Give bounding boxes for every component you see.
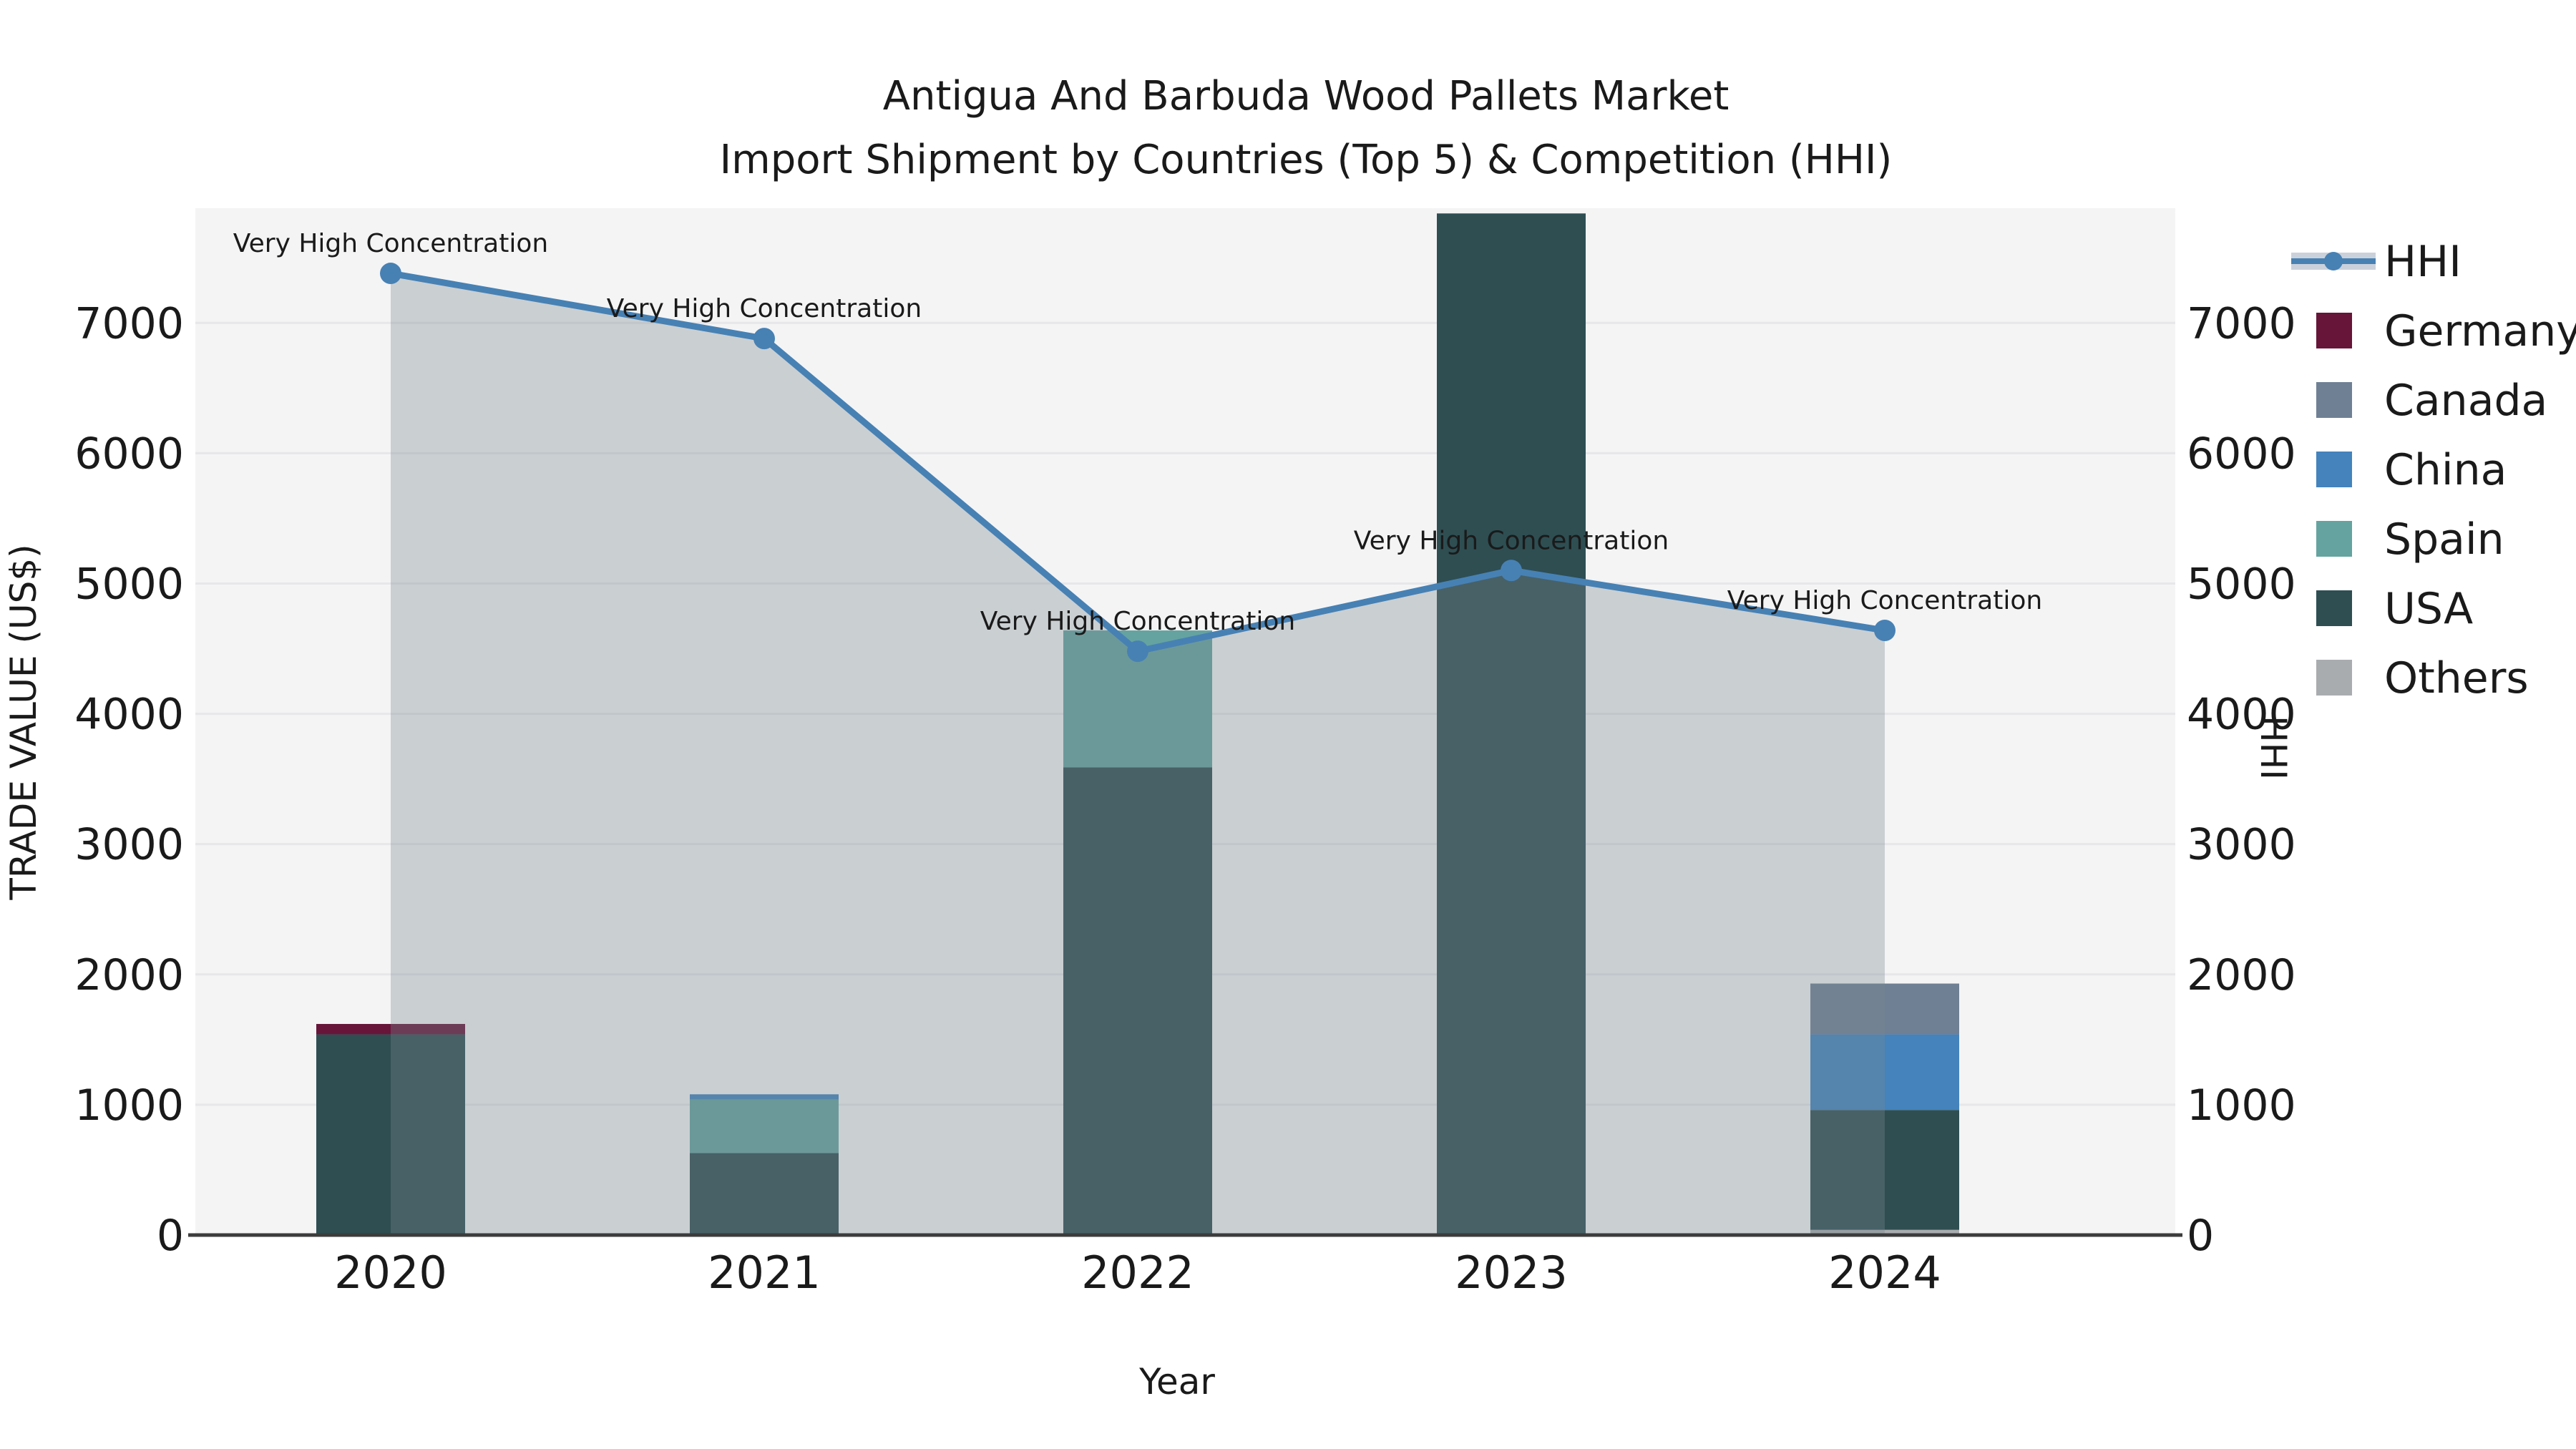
hhi-marker-2022	[1127, 640, 1148, 663]
legend-label-others: Others	[2384, 653, 2529, 703]
legend-swatch-others	[2316, 660, 2352, 696]
legend-label-usa: USA	[2384, 584, 2473, 634]
x-tick-2023: 2023	[1455, 1246, 1568, 1299]
x-tick-2022: 2022	[1081, 1246, 1194, 1299]
x-tick-2021: 2021	[708, 1246, 821, 1299]
legend: HHI Germany Canada China Spain USA Others	[2291, 237, 2576, 703]
hhi-line	[380, 263, 1896, 663]
legend-swatch-usa	[2316, 590, 2352, 626]
hhi-marker-2023	[1501, 560, 1522, 582]
x-tick-2024: 2024	[1828, 1246, 1941, 1299]
chart-title-line2: Import Shipment by Countries (Top 5) & C…	[720, 137, 1893, 183]
left-tick-7000: 7000	[74, 298, 184, 348]
right-tick-3000: 3000	[2187, 820, 2296, 870]
left-tick-4000: 4000	[74, 690, 184, 740]
left-tick-6000: 6000	[74, 429, 184, 479]
legend-swatch-china	[2316, 452, 2352, 487]
bar-segment-usa-2024	[1810, 1110, 1959, 1230]
bar-segment-usa-2023	[1437, 213, 1586, 1235]
axis-tick-labels: 0 0 1000 1000 2000 2000 3000 3000 4000 4000 5000 50…	[74, 298, 2296, 1299]
legend-swatch-germany	[2316, 313, 2352, 348]
hhi-marker-2021	[753, 328, 775, 350]
bar-segment-usa-2022	[1063, 767, 1212, 1235]
x-axis-title: Year	[1138, 1361, 1215, 1402]
legend-swatch-spain	[2316, 521, 2352, 557]
x-tick-2020: 2020	[334, 1246, 447, 1299]
bar-segment-china-2024	[1810, 1034, 1959, 1111]
right-tick-2000: 2000	[2187, 950, 2296, 1000]
left-tick-2000: 2000	[74, 950, 184, 1000]
annotation-2024: Very High Concentration	[1727, 586, 2042, 615]
legend-label-germany: Germany	[2384, 306, 2576, 356]
annotation-2020: Very High Concentration	[233, 229, 548, 258]
legend-label-spain: Spain	[2384, 514, 2504, 565]
bar-segment-spain-2021	[690, 1099, 839, 1153]
left-tick-3000: 3000	[74, 820, 184, 870]
right-tick-6000: 6000	[2187, 429, 2296, 479]
bar-segment-china-2021	[690, 1094, 839, 1100]
left-tick-5000: 5000	[74, 559, 184, 609]
bar-segment-usa-2020	[316, 1034, 465, 1235]
bar-segment-canada-2024	[1810, 983, 1959, 1035]
legend-hhi-marker-icon	[2324, 252, 2343, 270]
hhi-marker-2024	[1874, 620, 1896, 642]
legend-label-canada: Canada	[2384, 376, 2547, 426]
bar-segment-usa-2021	[690, 1153, 839, 1235]
y-axis-title-right: HHI	[2253, 716, 2294, 780]
legend-label-china: China	[2384, 445, 2507, 495]
left-tick-1000: 1000	[74, 1080, 184, 1131]
right-tick-5000: 5000	[2187, 559, 2296, 609]
annotations: Very High Concentration Very High Concent…	[233, 229, 2042, 636]
left-tick-0: 0	[157, 1211, 184, 1261]
y-axis-title-left: TRADE VALUE (US$)	[3, 544, 44, 900]
bar-segment-germany-2020	[316, 1023, 465, 1035]
annotation-2023: Very High Concentration	[1354, 526, 1669, 555]
right-tick-1000: 1000	[2187, 1080, 2296, 1131]
annotation-2021: Very High Concentration	[607, 294, 922, 323]
annotation-2022: Very High Concentration	[980, 607, 1295, 636]
legend-label-hhi: HHI	[2384, 237, 2462, 287]
right-tick-4000: 4000	[2187, 690, 2296, 740]
bar-segment-others-2024	[1810, 1229, 1959, 1235]
legend-swatch-canada	[2316, 382, 2352, 418]
bar-series	[316, 213, 1959, 1235]
hhi-area-fill	[391, 273, 1885, 1235]
right-tick-7000: 7000	[2187, 298, 2296, 348]
hhi-marker-2020	[380, 263, 401, 285]
chart-title-line1: Antigua And Barbuda Wood Pallets Market	[883, 73, 1729, 119]
hhi-area	[391, 273, 1885, 1235]
right-tick-0: 0	[2187, 1211, 2214, 1261]
